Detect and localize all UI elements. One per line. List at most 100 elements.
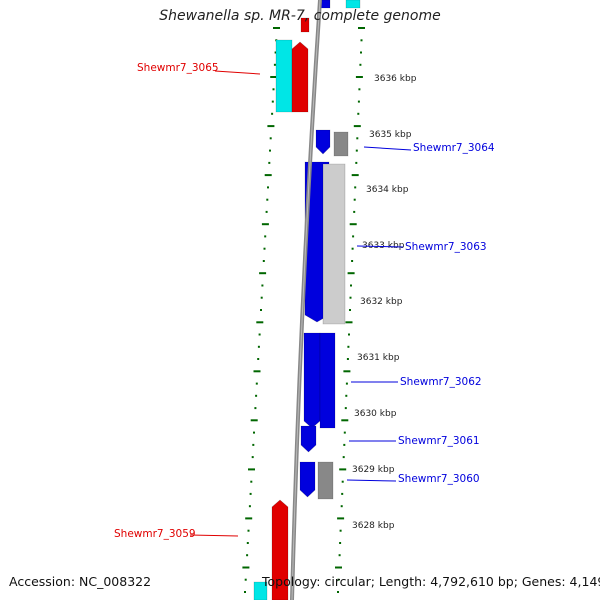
dotted-ring-layer	[242, 27, 365, 593]
right-dotted-ring	[351, 247, 354, 250]
right-dotted-ring	[349, 296, 352, 299]
right-dotted-ring	[347, 272, 355, 275]
left-dotted-ring	[264, 174, 272, 177]
right-dotted-ring	[355, 149, 358, 152]
left-dotted-ring	[242, 566, 250, 569]
gene-label: Shewmr7_3065	[137, 62, 219, 74]
right-dotted-ring	[341, 492, 344, 495]
right-dotted-ring	[339, 542, 342, 544]
right-dotted-ring	[353, 198, 356, 201]
right-dotted-ring	[350, 284, 352, 287]
gene-label: Shewmr7_3063	[405, 241, 487, 253]
right-dotted-ring	[356, 137, 359, 140]
right-dotted-ring	[345, 394, 348, 397]
accession-label: Accession: NC_008322	[9, 574, 152, 589]
right-dotted-ring	[335, 566, 342, 569]
gene-block	[319, 332, 336, 429]
gene-block	[300, 425, 317, 453]
left-dotted-ring	[272, 88, 275, 91]
gene-block	[275, 39, 293, 113]
left-dotted-ring	[246, 542, 249, 544]
left-dotted-ring	[255, 382, 258, 385]
right-dotted-ring	[337, 591, 339, 593]
gene-block	[271, 499, 289, 600]
gene-block	[300, 17, 310, 33]
right-dotted-ring	[341, 419, 349, 422]
right-dotted-ring	[351, 260, 354, 262]
left-dotted-ring	[259, 272, 267, 275]
right-dotted-ring	[348, 333, 350, 336]
gene-block	[345, 0, 361, 9]
right-dotted-ring	[355, 161, 358, 164]
left-dotted-ring	[268, 161, 271, 164]
left-dotted-ring	[250, 480, 253, 483]
right-dotted-ring	[339, 468, 347, 471]
left-dotted-ring	[273, 63, 276, 66]
gene-block	[253, 581, 268, 600]
gene-block	[322, 163, 346, 325]
right-dotted-ring	[337, 578, 340, 581]
right-dotted-ring	[340, 505, 343, 508]
right-dotted-ring	[345, 382, 348, 385]
right-dotted-ring	[359, 63, 362, 66]
left-dotted-ring	[261, 223, 269, 226]
right-dotted-ring	[349, 309, 351, 311]
left-dotted-ring	[256, 321, 264, 324]
left-dotted-ring	[258, 333, 261, 336]
gene-label-leader	[214, 70, 261, 75]
tick-label: 3628 kbp	[352, 521, 395, 531]
left-dotted-ring	[255, 394, 258, 397]
gene-label: Shewmr7_3060	[398, 473, 480, 485]
tick-label: 3629 kbp	[352, 465, 395, 475]
gene-labels-layer: Shewmr7_3065 Shewmr7_3064 Shewmr7_3063 Shew…	[114, 62, 495, 540]
right-dotted-ring	[349, 223, 357, 226]
gene-label-leader	[346, 479, 397, 482]
right-dotted-ring	[347, 345, 350, 348]
gene-block	[299, 461, 316, 498]
left-dotted-ring	[247, 529, 250, 532]
gene-label: Shewmr7_3061	[398, 435, 480, 447]
left-dotted-ring	[257, 345, 260, 348]
left-dotted-ring	[262, 260, 265, 262]
left-dotted-ring	[248, 468, 255, 471]
left-dotted-ring	[244, 591, 246, 593]
map-title: Shewanella sp. MR-7, complete genome	[159, 8, 441, 24]
gene-label: Shewmr7_3064	[413, 142, 495, 154]
right-dotted-ring	[345, 321, 353, 324]
left-dotted-ring	[260, 309, 262, 311]
left-dotted-ring	[269, 149, 271, 152]
left-dotted-ring	[267, 186, 269, 189]
right-dotted-ring	[360, 51, 362, 54]
left-dotted-ring	[266, 198, 269, 201]
gene-label-leader	[363, 146, 412, 151]
left-dotted-ring	[246, 554, 249, 557]
right-dotted-ring	[342, 456, 345, 459]
gene-label-leader	[356, 245, 404, 248]
tick-label: 3634 kbp	[366, 185, 409, 195]
right-dotted-ring	[353, 210, 356, 213]
tick-label: 3632 kbp	[360, 297, 403, 307]
left-dotted-ring	[261, 284, 264, 287]
left-dotted-ring	[263, 247, 266, 250]
left-dotted-ring	[257, 358, 260, 360]
left-dotted-ring	[254, 407, 257, 410]
left-dotted-ring	[274, 51, 277, 54]
gene-block	[333, 131, 349, 157]
left-dotted-ring	[249, 492, 252, 495]
right-dotted-ring	[343, 431, 346, 434]
left-dotted-ring	[245, 517, 253, 520]
gene-label: Shewmr7_3062	[400, 376, 482, 388]
tick-label: 3630 kbp	[354, 409, 397, 419]
left-dotted-ring	[264, 235, 267, 238]
right-dotted-ring	[357, 100, 360, 103]
right-dotted-ring	[357, 112, 360, 115]
left-dotted-ring	[253, 431, 255, 434]
right-dotted-ring	[351, 174, 359, 177]
left-dotted-ring	[271, 100, 274, 103]
gene-block	[303, 332, 321, 429]
right-dotted-ring	[360, 39, 363, 42]
gene-label: Shewmr7_3059	[114, 528, 196, 540]
right-dotted-ring	[341, 480, 344, 483]
